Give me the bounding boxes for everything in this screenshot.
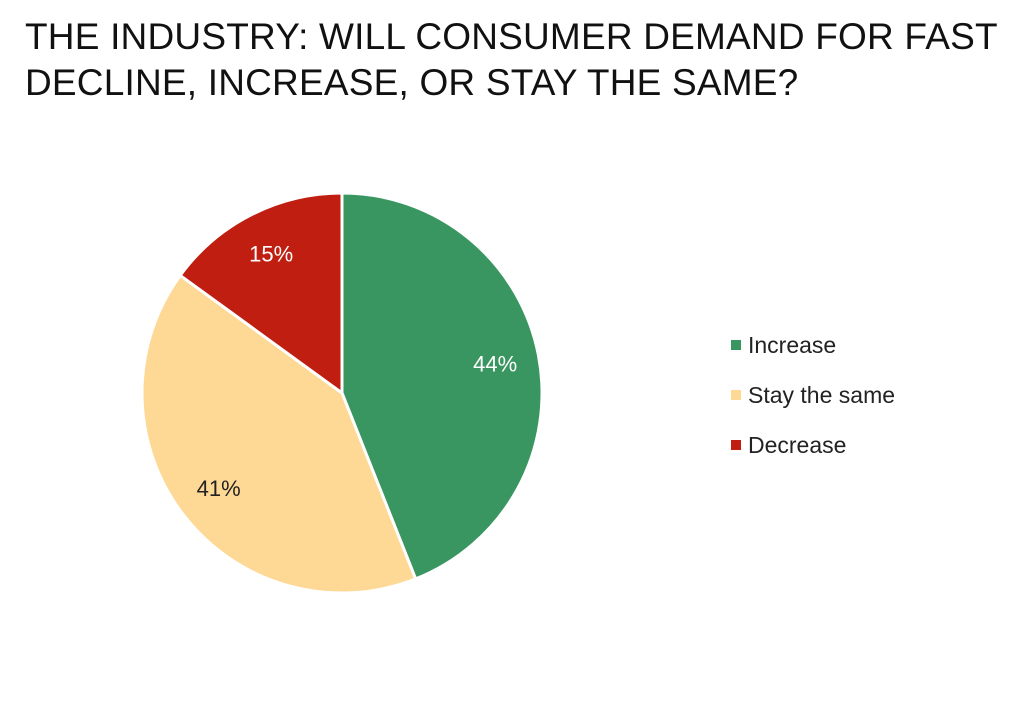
legend-swatch-decrease [731, 440, 741, 450]
legend: Increase Stay the same Decrease [731, 320, 895, 470]
data-label-decrease: 15% [249, 242, 293, 267]
chart-title-line-2: DECLINE, INCREASE, OR STAY THE SAME? [25, 62, 799, 103]
legend-item-stay-the-same: Stay the same [731, 370, 895, 420]
legend-label-stay-the-same: Stay the same [748, 381, 896, 408]
legend-item-increase: Increase [731, 320, 895, 370]
legend-swatch-increase [731, 340, 741, 350]
pie-data-labels: 44% 41% 15% [197, 242, 518, 502]
data-label-increase: 44% [473, 351, 517, 376]
legend-label-increase: Increase [748, 331, 837, 358]
chart-title-line-1: THE INDUSTRY: WILL CONSUMER DEMAND FOR F… [25, 16, 998, 57]
pie-slice-increase [340, 191, 544, 581]
legend-item-decrease: Decrease [731, 420, 895, 470]
pie-slice-decrease [178, 191, 344, 395]
pie-slice-stay-the-same [140, 273, 418, 595]
chart-title: THE INDUSTRY: WILL CONSUMER DEMAND FOR F… [25, 14, 1015, 106]
legend-swatch-stay-the-same [731, 390, 741, 400]
data-label-stay-the-same: 41% [197, 476, 241, 501]
pie-slices [140, 191, 544, 595]
legend-label-decrease: Decrease [748, 431, 847, 458]
